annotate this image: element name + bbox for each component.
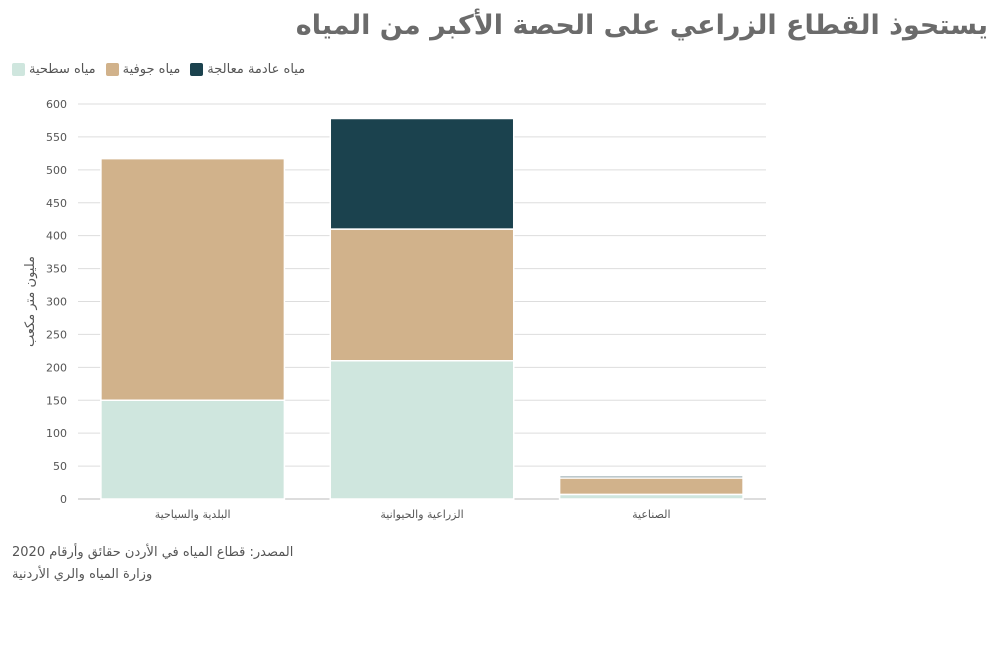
y-tick-label: 550	[46, 131, 67, 144]
bar-segment	[100, 399, 286, 500]
source-line-2: وزارة المياه والري الأردنية	[12, 567, 153, 582]
legend: مياه عادمة معالجة مياه جوفية مياه سطحية	[12, 62, 305, 77]
legend-item: مياه جوفية	[105, 62, 181, 77]
chart-title: يستحوذ القطاع الزراعي على الحصة الأكبر م…	[295, 10, 988, 41]
y-tick-label: 150	[46, 394, 67, 407]
source-line-1: المصدر: قطاع المياه في الأردن حقائق وأرق…	[12, 545, 294, 560]
x-tick-label: البلدية والسياحية	[155, 508, 231, 521]
legend-item: مياه عادمة معالجة	[190, 62, 305, 77]
y-axis-label: مليون متر مكعب	[23, 256, 38, 347]
legend-label: مياه جوفية	[122, 62, 181, 77]
bar-segment	[100, 157, 286, 402]
legend-label: مياه عادمة معالجة	[207, 62, 306, 77]
bar-segment	[558, 475, 744, 479]
legend-swatch	[12, 63, 25, 76]
legend-item: مياه سطحية	[12, 62, 96, 77]
y-tick-label: 100	[46, 427, 67, 440]
bar-segment	[329, 228, 515, 362]
y-tick-label: 350	[46, 263, 67, 276]
source-note: المصدر: قطاع المياه في الأردن حقائق وأرق…	[12, 542, 293, 586]
y-tick-label: 50	[53, 460, 67, 473]
x-tick-label: الزراعية والحيوانية	[380, 508, 463, 521]
y-tick-label: 400	[46, 230, 67, 243]
y-tick-label: 300	[46, 296, 67, 309]
bar-segment	[329, 117, 515, 230]
bar-segment	[329, 360, 515, 500]
y-tick-label: 500	[46, 164, 67, 177]
y-tick-label: 200	[46, 361, 67, 374]
bar-segment	[558, 477, 744, 496]
legend-swatch	[105, 63, 119, 76]
legend-swatch	[190, 63, 204, 76]
stacked-bar-chart: 0 50 100 150 200 250 300 350 400 450 500 550 600 مليو…	[23, 98, 766, 521]
y-tick-label: 250	[46, 328, 67, 341]
y-tick-label: 0	[60, 493, 67, 506]
y-tick-label: 600	[46, 98, 67, 111]
legend-label: مياه سطحية	[29, 62, 96, 77]
x-tick-label: الصناعية	[632, 508, 670, 521]
y-tick-label: 450	[46, 197, 67, 210]
